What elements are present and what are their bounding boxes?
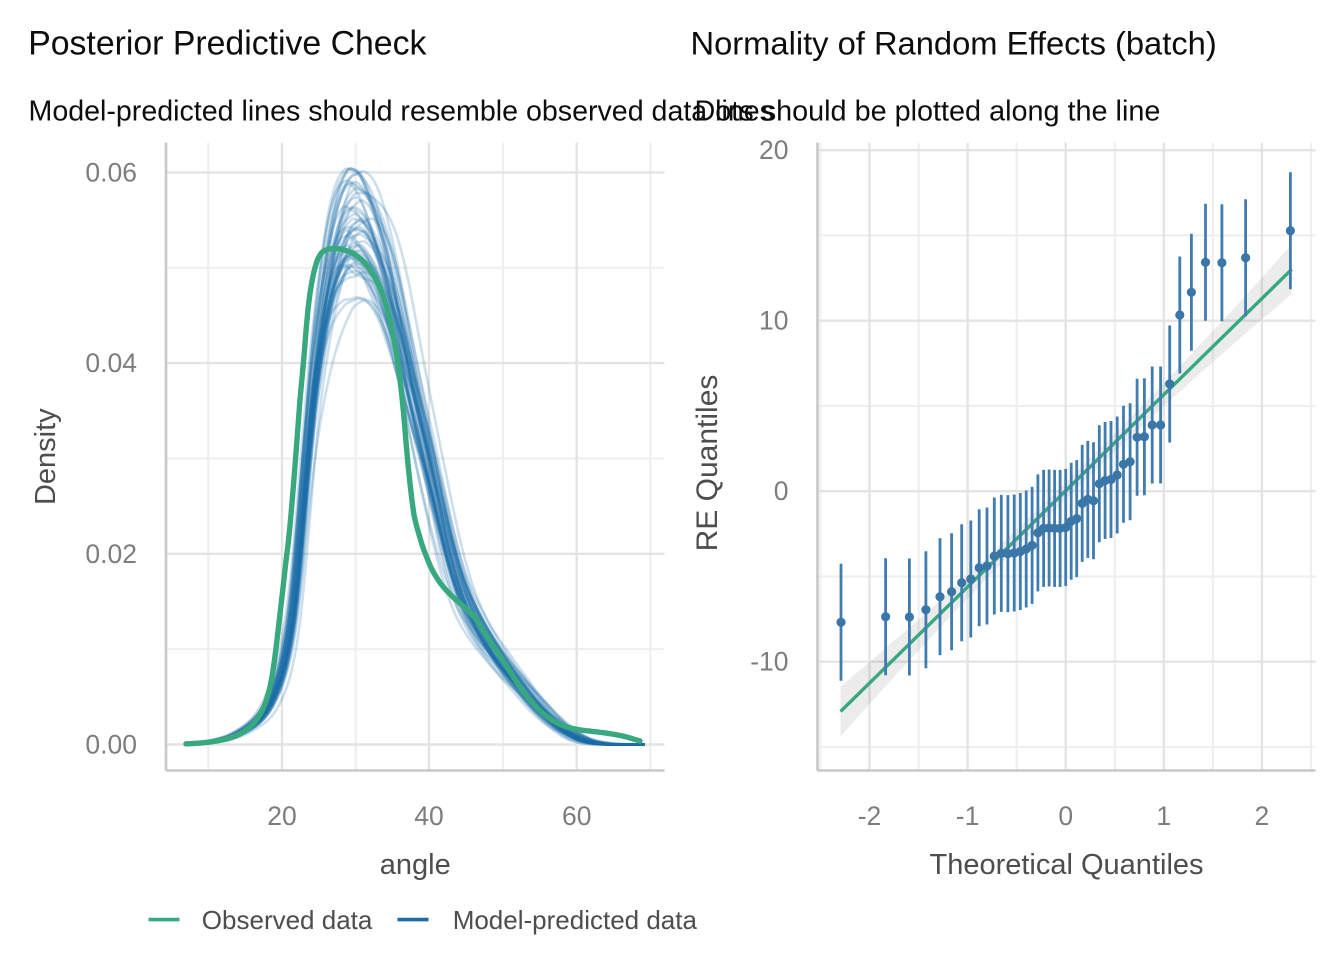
svg-text:40: 40: [414, 801, 443, 831]
svg-text:Observed data: Observed data: [202, 905, 373, 935]
svg-text:2: 2: [1255, 801, 1270, 831]
svg-text:Model-predicted data: Model-predicted data: [453, 905, 698, 935]
svg-text:Theoretical Quantiles: Theoretical Quantiles: [929, 849, 1203, 881]
svg-text:angle: angle: [380, 849, 451, 881]
svg-text:0: 0: [1058, 801, 1073, 831]
svg-text:RE Quantiles: RE Quantiles: [691, 375, 724, 552]
svg-text:0.00: 0.00: [85, 730, 137, 760]
svg-text:Normality of Random Effects (b: Normality of Random Effects (batch): [691, 25, 1217, 62]
svg-text:10: 10: [759, 306, 788, 336]
svg-text:Model-predicted lines should r: Model-predicted lines should resemble ob…: [29, 95, 774, 127]
svg-text:-2: -2: [858, 801, 882, 831]
svg-text:0: 0: [774, 476, 789, 506]
svg-text:-1: -1: [956, 801, 980, 831]
svg-text:60: 60: [562, 801, 591, 831]
svg-text:0.06: 0.06: [85, 157, 137, 187]
svg-text:Dots should be plotted along t: Dots should be plotted along the line: [695, 95, 1161, 127]
svg-text:-10: -10: [750, 647, 788, 677]
svg-text:Density: Density: [30, 408, 62, 505]
svg-text:20: 20: [267, 801, 296, 831]
svg-text:0.04: 0.04: [85, 348, 137, 378]
svg-text:20: 20: [759, 135, 788, 165]
svg-text:0.02: 0.02: [85, 539, 137, 569]
svg-text:1: 1: [1156, 801, 1171, 831]
svg-text:Posterior Predictive Check: Posterior Predictive Check: [28, 25, 426, 63]
